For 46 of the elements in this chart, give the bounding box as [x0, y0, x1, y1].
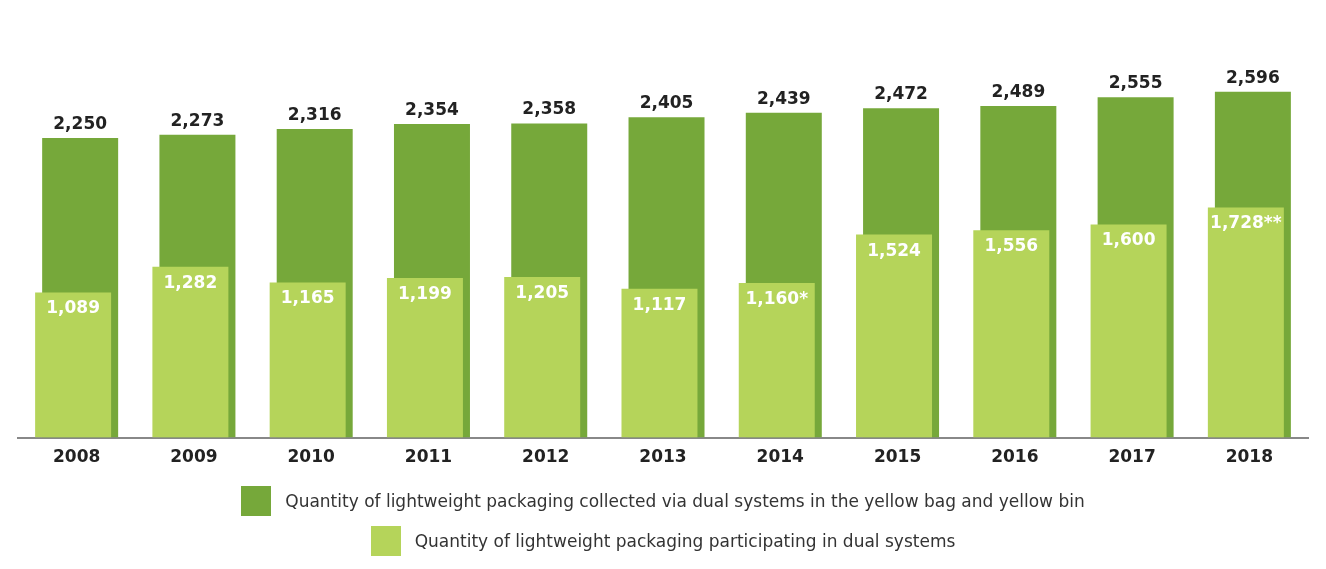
bar: [621, 288, 698, 438]
data-label: 2,273: [170, 109, 225, 130]
bar: [386, 277, 463, 438]
bar: [504, 277, 581, 438]
legend-label: Quantity of lightweight packaging collected via dual systems in the yellow bag and yellow bin: [285, 491, 1085, 511]
data-label: 1,089: [46, 297, 101, 318]
data-label: 1,117: [632, 293, 687, 314]
bar: [269, 282, 346, 438]
bar: [738, 283, 815, 438]
data-label: 1,205: [515, 282, 570, 303]
data-label: 2,250: [53, 112, 108, 133]
x-tick-label: 2015: [873, 446, 922, 467]
data-label: 1,556: [984, 235, 1039, 256]
x-tick-label: 2017: [1108, 446, 1156, 467]
bar: [856, 234, 933, 438]
data-label: 2,439: [756, 87, 811, 108]
data-label: 2,405: [639, 92, 694, 113]
bar: [1207, 207, 1284, 438]
data-label: 1,728**: [1210, 212, 1282, 233]
data-label: 2,555: [1108, 72, 1163, 93]
x-tick-label: 2009: [170, 446, 218, 467]
x-tick-label: 2014: [756, 446, 805, 467]
data-label: 2,354: [405, 98, 460, 119]
x-tick-label: 2012: [522, 446, 570, 467]
data-label: 2,316: [287, 104, 342, 125]
data-label: 2,358: [522, 98, 577, 119]
data-label: 1,524: [867, 239, 922, 260]
data-label: 2,489: [991, 80, 1046, 101]
bar: [973, 230, 1050, 438]
bar: [35, 292, 112, 438]
data-label: 1,600: [1101, 229, 1156, 250]
x-tick-label: 2013: [639, 446, 687, 467]
x-tick-label: 2010: [287, 446, 335, 467]
bar: [1090, 224, 1167, 438]
data-label: 1,160*: [745, 288, 809, 309]
data-label: 1,282: [163, 271, 218, 292]
data-label: 1,165: [280, 287, 335, 308]
x-tick-label: 2008: [52, 446, 101, 467]
data-label: 1,199: [398, 282, 452, 303]
data-label: 2,596: [1225, 66, 1280, 87]
legend-label: Quantity of lightweight packaging participating in dual systems: [414, 531, 956, 551]
data-label: 2,472: [874, 83, 928, 104]
x-tick-label: 2011: [404, 446, 453, 467]
x-tick-label: 2016: [991, 446, 1039, 467]
bar: [152, 266, 229, 438]
x-tick-label: 2018: [1225, 446, 1274, 467]
